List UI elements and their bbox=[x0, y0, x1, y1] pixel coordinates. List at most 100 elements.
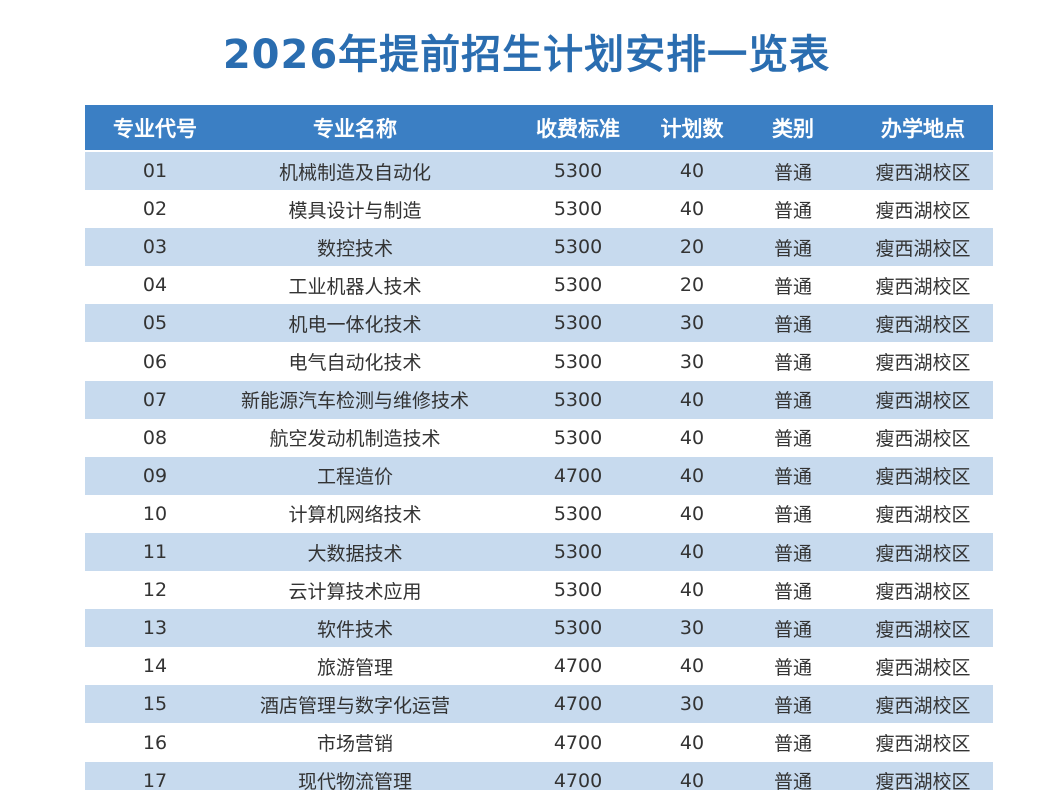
table-cell: 软件技术 bbox=[316, 618, 393, 641]
table-cell: 40 bbox=[679, 579, 705, 602]
title: 2026年提前招生计划安排一览表 bbox=[222, 32, 831, 78]
table-row: 14 旅游管理 4700 40 普通 瘦西湖校区 bbox=[85, 647, 993, 685]
table-cell: 瘦西湖校区 bbox=[875, 733, 971, 755]
table-cell: 普通 bbox=[773, 237, 812, 260]
table-row: 15 酒店管理与数字化运营 4700 30 普通 瘦西湖校区 bbox=[85, 685, 993, 724]
table-cell: 模具设计与制造 bbox=[288, 199, 422, 222]
header-cell: 收费标准 bbox=[536, 116, 620, 141]
table-cell: 现代物流管理 bbox=[297, 771, 412, 790]
table-row: 02 模具设计与制造 5300 40 普通 瘦西湖校区 bbox=[85, 190, 993, 228]
table-cell: 4700 bbox=[553, 769, 603, 790]
header-cell: 办学地点 bbox=[881, 116, 965, 141]
table-cell: 普通 bbox=[773, 542, 812, 565]
table-cell: 机电一体化技术 bbox=[288, 313, 422, 336]
table-cell: 20 bbox=[679, 236, 705, 259]
table-cell: 计算机网络技术 bbox=[288, 504, 422, 527]
header-cell: 专业代号 bbox=[113, 116, 197, 141]
header-cell: 专业名称 bbox=[313, 116, 397, 141]
table-cell: 普通 bbox=[773, 466, 812, 489]
table-cell: 03 bbox=[142, 236, 168, 259]
table-cell: 工业机器人技术 bbox=[288, 275, 422, 298]
table-cell: 瘦西湖校区 bbox=[875, 542, 971, 565]
table-cell: 40 bbox=[679, 160, 705, 182]
table-cell: 5300 bbox=[553, 236, 603, 259]
table-row: 09 工程造价 4700 40 普通 瘦西湖校区 bbox=[85, 456, 993, 495]
table-cell: 14 bbox=[142, 655, 168, 678]
table-cell: 普通 bbox=[773, 618, 812, 641]
table-cell: 云计算技术应用 bbox=[288, 580, 422, 603]
header-cell: 计划数 bbox=[660, 116, 724, 141]
table-row: 08 航空发动机制造技术 5300 40 普通 瘦西湖校区 bbox=[85, 419, 993, 457]
header-cell: 类别 bbox=[772, 116, 814, 141]
table-cell: 10 bbox=[142, 502, 168, 525]
table-cell: 瘦西湖校区 bbox=[875, 275, 971, 298]
table-cell: 09 bbox=[142, 464, 168, 487]
table-cell: 瘦西湖校区 bbox=[875, 313, 971, 336]
table-cell: 普通 bbox=[773, 504, 812, 527]
table-cell: 40 bbox=[679, 502, 705, 525]
table-cell: 4700 bbox=[553, 693, 603, 716]
table-cell: 4700 bbox=[553, 655, 603, 678]
table-cell: 5300 bbox=[553, 160, 603, 182]
table-cell: 5300 bbox=[553, 426, 603, 449]
table-cell: 瘦西湖校区 bbox=[875, 237, 971, 260]
table-row: 04 工业机器人技术 5300 20 普通 瘦西湖校区 bbox=[85, 266, 993, 304]
table-cell: 5300 bbox=[553, 541, 603, 563]
table-cell: 酒店管理与数字化运营 bbox=[259, 694, 450, 717]
table-cell: 30 bbox=[679, 617, 705, 640]
table-cell: 普通 bbox=[773, 580, 812, 603]
table-row: 10 计算机网络技术 5300 40 普通 瘦西湖校区 bbox=[85, 495, 993, 533]
table-cell: 普通 bbox=[773, 733, 812, 755]
table-cell: 5300 bbox=[553, 274, 603, 297]
table-cell: 17 bbox=[142, 769, 168, 790]
table-cell: 30 bbox=[679, 350, 705, 373]
table-cell: 30 bbox=[679, 693, 705, 716]
table-cell: 01 bbox=[142, 160, 168, 182]
table-cell: 40 bbox=[679, 541, 705, 563]
table-cell: 瘦西湖校区 bbox=[875, 199, 971, 222]
table-cell: 40 bbox=[679, 198, 705, 221]
table-cell: 普通 bbox=[773, 352, 812, 374]
table-cell: 机械制造及自动化 bbox=[278, 161, 431, 184]
table-cell: 40 bbox=[679, 731, 705, 754]
table-cell: 瘦西湖校区 bbox=[875, 656, 971, 679]
table-cell: 40 bbox=[679, 388, 705, 411]
table-row: 17 现代物流管理 4700 40 普通 瘦西湖校区 bbox=[85, 761, 993, 790]
table-cell: 旅游管理 bbox=[316, 656, 393, 679]
table-row: 05 机电一体化技术 5300 30 普通 瘦西湖校区 bbox=[85, 304, 993, 343]
table-cell: 瘦西湖校区 bbox=[875, 618, 971, 641]
table-row: 06 电气自动化技术 5300 30 普通 瘦西湖校区 bbox=[85, 343, 993, 381]
table-cell: 4700 bbox=[553, 464, 603, 487]
table-cell: 瘦西湖校区 bbox=[875, 466, 971, 489]
table-cell: 市场营销 bbox=[316, 733, 393, 755]
table-cell: 40 bbox=[679, 655, 705, 678]
table-row: 16 市场营销 4700 40 普通 瘦西湖校区 bbox=[85, 724, 993, 762]
table-row: 03 数控技术 5300 20 普通 瘦西湖校区 bbox=[85, 228, 993, 267]
table-cell: 15 bbox=[142, 693, 168, 716]
table-cell: 04 bbox=[142, 274, 168, 297]
table-cell: 08 bbox=[142, 426, 168, 449]
table-cell: 瘦西湖校区 bbox=[875, 771, 971, 790]
table-cell: 40 bbox=[679, 464, 705, 487]
table-cell: 瘦西湖校区 bbox=[875, 694, 971, 717]
table-cell: 新能源汽车检测与维修技术 bbox=[240, 390, 469, 413]
table-cell: 航空发动机制造技术 bbox=[269, 428, 441, 451]
table-cell: 40 bbox=[679, 426, 705, 449]
table-cell: 普通 bbox=[773, 199, 812, 222]
table-cell: 普通 bbox=[773, 694, 812, 717]
table-cell: 瘦西湖校区 bbox=[875, 352, 971, 374]
table-cell: 普通 bbox=[773, 313, 812, 336]
table-row: 07 新能源汽车检测与维修技术 5300 40 普通 瘦西湖校区 bbox=[85, 380, 993, 419]
table-cell: 4700 bbox=[553, 731, 603, 754]
table-cell: 瘦西湖校区 bbox=[875, 390, 971, 413]
table-row: 01 机械制造及自动化 5300 40 普通 瘦西湖校区 bbox=[85, 152, 993, 190]
table-cell: 5300 bbox=[553, 312, 603, 335]
table-cell: 普通 bbox=[773, 161, 812, 184]
table-cell: 02 bbox=[142, 198, 168, 221]
table-cell: 普通 bbox=[773, 390, 812, 413]
table-cell: 瘦西湖校区 bbox=[875, 504, 971, 527]
table-cell: 5300 bbox=[553, 617, 603, 640]
table-cell: 40 bbox=[679, 769, 705, 790]
table-cell: 瘦西湖校区 bbox=[875, 580, 971, 603]
